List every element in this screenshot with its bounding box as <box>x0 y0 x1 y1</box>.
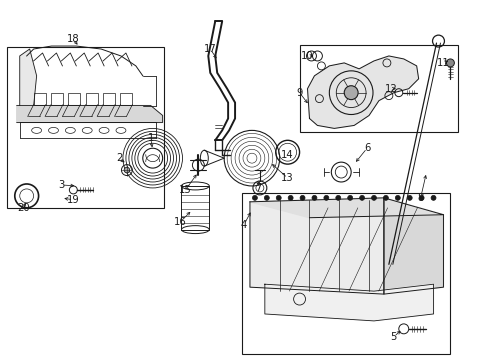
Bar <box>7 47 163 208</box>
Bar <box>34 93 45 105</box>
Polygon shape <box>20 49 37 105</box>
Circle shape <box>124 167 129 173</box>
Text: 9: 9 <box>296 88 302 98</box>
Text: 15: 15 <box>179 185 191 195</box>
Polygon shape <box>249 198 383 294</box>
Bar <box>181 186 209 230</box>
Text: 2: 2 <box>116 153 122 163</box>
Text: 19: 19 <box>67 195 80 205</box>
Circle shape <box>287 195 292 201</box>
Circle shape <box>359 195 364 201</box>
Circle shape <box>300 195 305 201</box>
Polygon shape <box>17 105 163 122</box>
Circle shape <box>323 195 328 201</box>
Text: 11: 11 <box>436 58 449 68</box>
Circle shape <box>335 195 340 201</box>
Text: 3: 3 <box>58 180 64 190</box>
Text: 17: 17 <box>203 44 216 54</box>
Bar <box>68 93 80 105</box>
Circle shape <box>252 195 257 201</box>
Circle shape <box>394 195 400 201</box>
Text: 1: 1 <box>147 133 154 143</box>
Text: 12: 12 <box>384 84 396 94</box>
Bar <box>120 93 132 105</box>
Bar <box>299 45 457 132</box>
Text: 13: 13 <box>281 173 293 183</box>
Polygon shape <box>383 198 443 294</box>
Polygon shape <box>307 56 418 129</box>
Polygon shape <box>249 198 443 218</box>
Text: 14: 14 <box>281 150 293 160</box>
Text: 16: 16 <box>174 217 186 227</box>
Bar <box>51 93 63 105</box>
Circle shape <box>347 195 352 201</box>
Text: 5: 5 <box>390 332 396 342</box>
Bar <box>103 93 115 105</box>
Circle shape <box>311 195 316 201</box>
Circle shape <box>430 195 435 201</box>
Bar <box>242 193 449 354</box>
Text: 8: 8 <box>417 193 423 203</box>
Text: 6: 6 <box>363 143 369 153</box>
Circle shape <box>407 195 411 201</box>
Circle shape <box>371 195 376 201</box>
Polygon shape <box>264 284 433 321</box>
Circle shape <box>418 195 423 201</box>
Text: 20: 20 <box>18 203 30 213</box>
Text: 18: 18 <box>67 34 80 44</box>
Text: 4: 4 <box>241 220 246 230</box>
Circle shape <box>383 195 387 201</box>
Circle shape <box>276 195 281 201</box>
Circle shape <box>446 59 453 67</box>
Text: 7: 7 <box>254 183 261 193</box>
Circle shape <box>344 86 357 100</box>
Circle shape <box>264 195 269 201</box>
Bar <box>85 93 98 105</box>
Text: 10: 10 <box>301 51 313 61</box>
